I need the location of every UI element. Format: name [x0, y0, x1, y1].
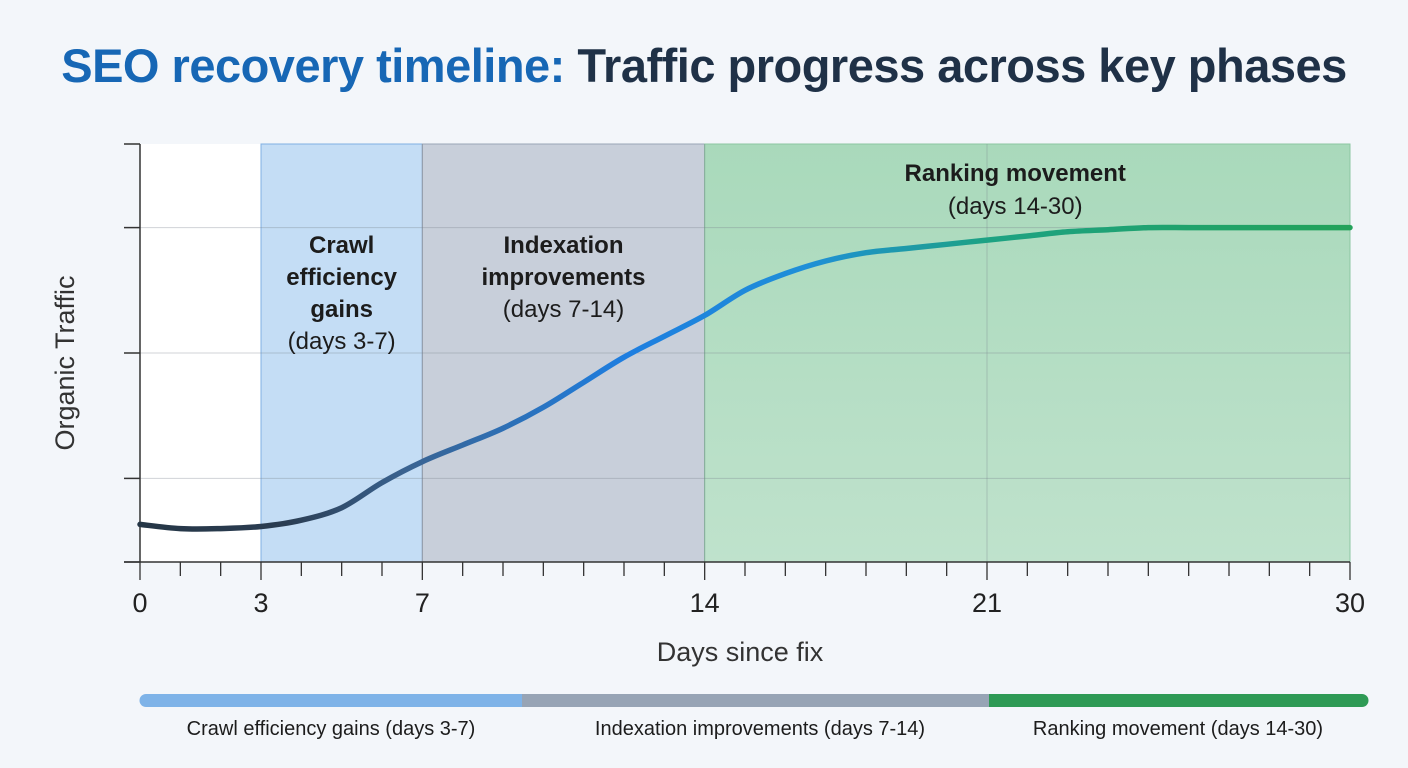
phase-label-ranking: Ranking movement (days 14-30) — [905, 160, 1126, 220]
legend-swatch-crawl — [139, 694, 523, 707]
phase-label-indexation: Indexation improvements (days 7-14) — [481, 232, 645, 323]
x-tick-label-21: 21 — [972, 588, 1002, 618]
x-tick-label-0: 0 — [132, 588, 147, 618]
legend-swatch-indexation — [522, 694, 989, 707]
legend-entry-indexation: Indexation improvements (days 7-14) — [594, 718, 926, 740]
chart-title-accent: SEO recovery timeline: — [61, 39, 565, 92]
x-tick-label-14: 14 — [690, 588, 720, 618]
phase-label-line: improvements — [481, 264, 645, 291]
phase-labels: Crawl efficiency gains (days 3-7) Indexation… — [286, 160, 1126, 355]
traffic-line — [137, 224, 1353, 532]
phase-label-line: efficiency — [286, 264, 397, 291]
phase-label-line: (days 3-7) — [288, 328, 396, 355]
legend-entry-ranking: Ranking movement (days 14-30) — [1032, 718, 1324, 740]
chart-title-main: Traffic progress across key phases — [577, 39, 1347, 92]
x-axis-label: Days since fix — [657, 637, 824, 667]
phase-label-line: (days 7-14) — [503, 296, 624, 323]
phase-label-crawl: Crawl efficiency gains (days 3-7) — [286, 232, 397, 355]
phase-band-ranking — [704, 143, 1351, 563]
x-tick-label-30: 30 — [1335, 588, 1365, 618]
axes: 0 3 7 14 21 30 — [124, 143, 1365, 618]
y-axis-label: Organic Traffic — [50, 275, 80, 450]
legend-swatch-ranking — [989, 694, 1369, 707]
x-tick-label-7: 7 — [415, 588, 430, 618]
phase-label-line: Indexation — [503, 232, 623, 259]
series-line — [137, 224, 1353, 532]
phase-label-line: (days 14-30) — [948, 193, 1083, 220]
legend-bar — [139, 694, 1369, 707]
phase-label-line: gains — [310, 296, 373, 323]
phase-label-line: Crawl — [309, 232, 374, 259]
phase-band-indexation — [421, 143, 706, 563]
chart-title: SEO recovery timeline: Traffic progress … — [0, 38, 1408, 93]
phase-bands — [260, 143, 1351, 563]
phase-label-line: Ranking movement — [905, 160, 1126, 187]
legend-entry-crawl: Crawl efficiency gains (days 3-7) — [186, 718, 476, 740]
x-tick-label-3: 3 — [253, 588, 268, 618]
